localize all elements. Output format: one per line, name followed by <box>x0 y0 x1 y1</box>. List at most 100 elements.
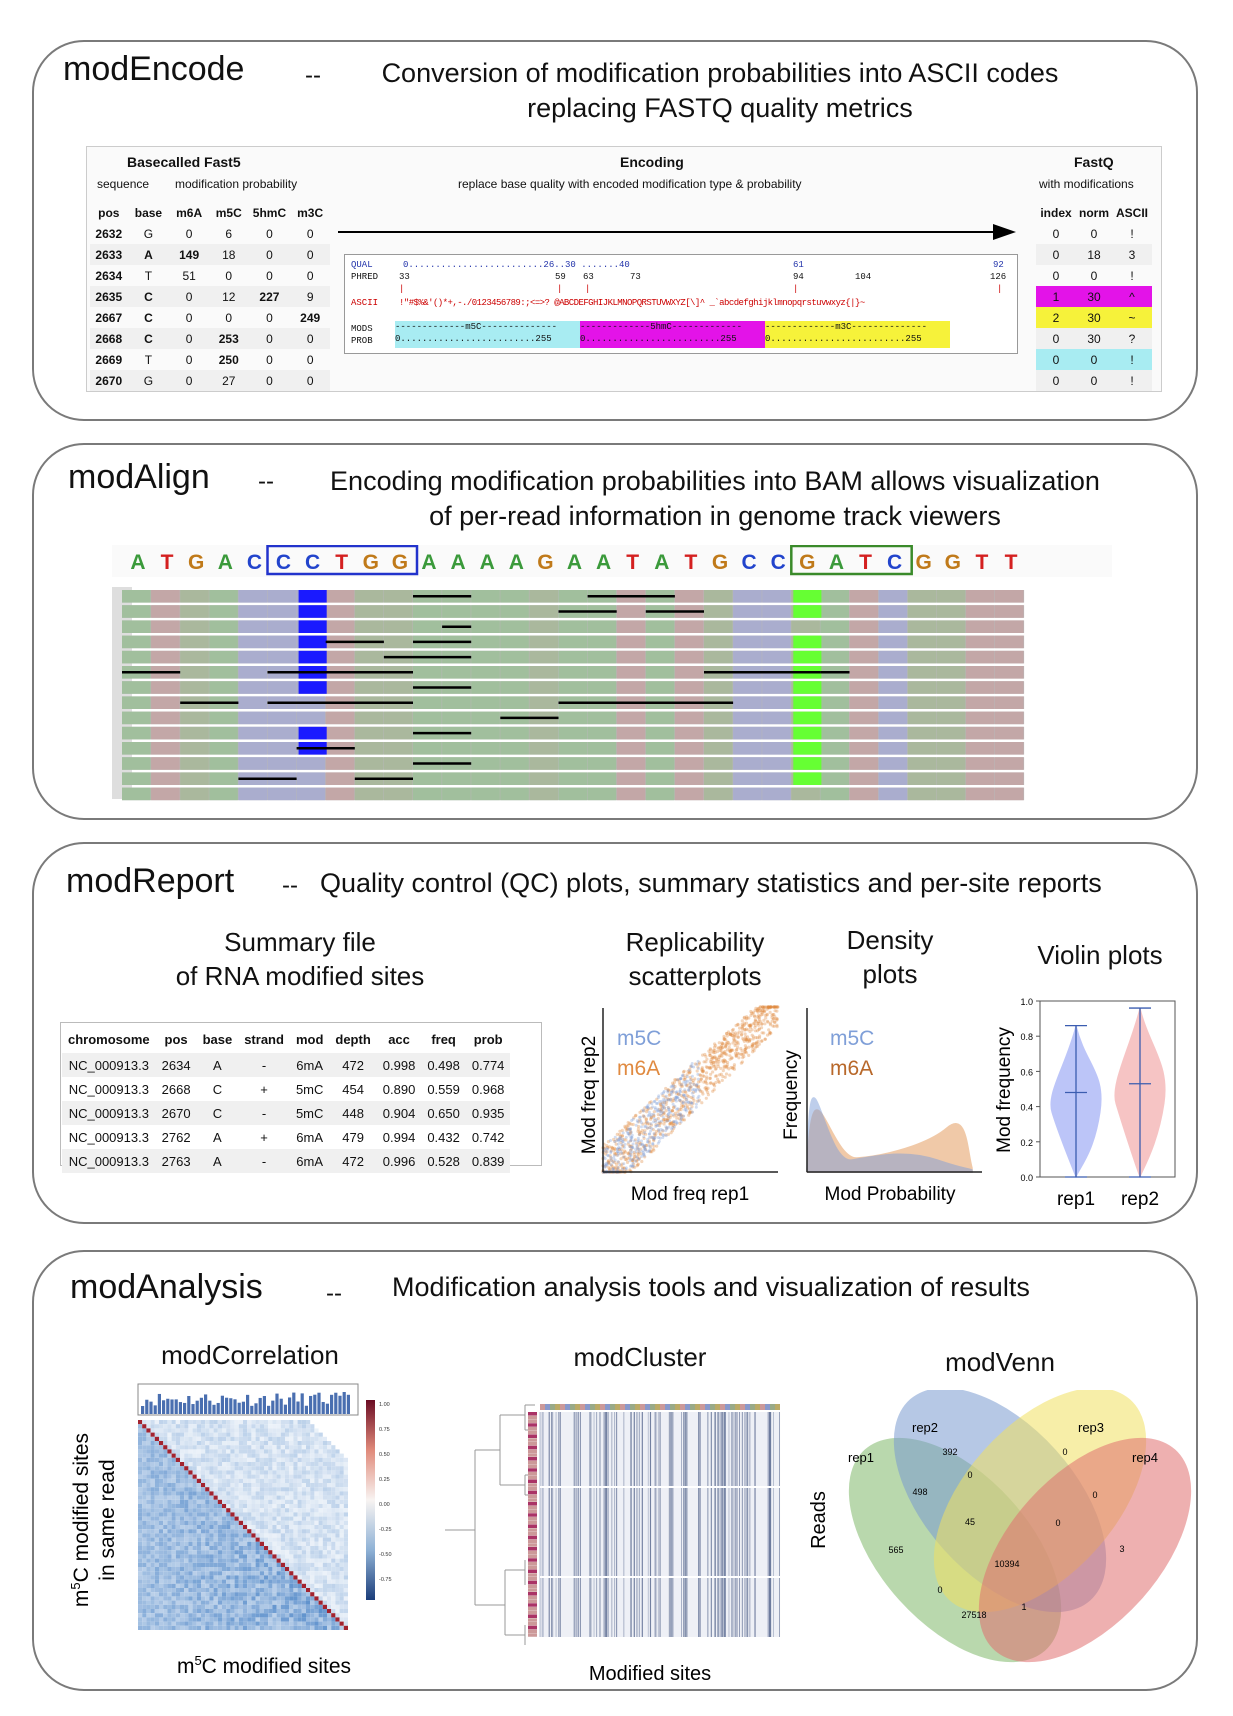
analysis-desc: Modification analysis tools and visualiz… <box>392 1272 1030 1302</box>
scatter-point-m6a <box>652 1148 656 1152</box>
corr-cell <box>180 1432 185 1437</box>
corr-cell <box>268 1583 273 1588</box>
cluster-column-annotation <box>625 1404 630 1410</box>
corr-cell <box>209 1571 214 1576</box>
scatter-point-m6a <box>610 1146 614 1150</box>
scatter-point-m5c <box>653 1099 657 1103</box>
read-base <box>180 772 209 785</box>
corr-cell <box>201 1441 206 1446</box>
scatter-point-m6a <box>742 1054 746 1059</box>
corr-cell <box>310 1575 315 1580</box>
corr-cell <box>331 1483 336 1488</box>
scatter-point-m6a <box>743 1047 747 1051</box>
corr-cell <box>171 1495 176 1500</box>
scatter-point-m6a <box>766 1020 770 1024</box>
fastq-cell: 0 <box>1052 268 1060 283</box>
corr-cell <box>188 1441 193 1446</box>
corr-cell <box>293 1508 298 1513</box>
scatter-point-m5c <box>690 1091 694 1095</box>
corr-cell <box>268 1562 273 1567</box>
corr-cell <box>150 1600 155 1605</box>
scatter-point-m6a <box>663 1117 667 1121</box>
corr-cell <box>285 1495 290 1500</box>
read-base <box>820 772 849 785</box>
read-base <box>878 742 908 755</box>
scatter-point-m6a <box>759 1013 763 1017</box>
read-base <box>529 605 558 618</box>
corr-cell <box>343 1533 348 1538</box>
corr-cell <box>150 1567 155 1572</box>
phred-104: 104 <box>855 272 872 282</box>
read-base <box>180 757 209 770</box>
corr-cell <box>238 1558 243 1563</box>
corr-cell <box>163 1441 168 1446</box>
corr-cell <box>318 1562 323 1567</box>
corr-cell <box>201 1579 206 1584</box>
cluster-column-annotation <box>760 1404 765 1410</box>
read-base <box>645 757 675 770</box>
corr-cell <box>138 1491 143 1496</box>
corr-cell <box>238 1609 243 1614</box>
corr-cell <box>222 1474 227 1479</box>
corr-cell <box>154 1609 159 1614</box>
read-base <box>965 681 995 694</box>
scatter-point-m6a <box>683 1089 687 1094</box>
scatter-point-m5c <box>640 1121 643 1125</box>
corr-cell <box>167 1491 172 1496</box>
scatter-point-m5c <box>629 1139 633 1143</box>
cluster-column-annotation <box>740 1404 745 1410</box>
base-letter: G <box>712 551 728 574</box>
corr-cell <box>276 1499 281 1504</box>
corr-cell <box>264 1495 269 1500</box>
scatter-point-m6a <box>697 1061 701 1065</box>
corr-cell <box>331 1537 336 1542</box>
read-base <box>965 726 995 740</box>
corr-cell <box>251 1609 256 1614</box>
summary-cell: 2668 <box>161 1081 191 1097</box>
corr-cell <box>192 1487 197 1492</box>
corr-cell <box>306 1495 311 1500</box>
corr-cell <box>142 1512 147 1517</box>
corr-cell <box>247 1478 252 1483</box>
corr-cell <box>301 1436 306 1441</box>
scatter-point-m6a <box>685 1106 689 1110</box>
corr-cell <box>310 1525 315 1530</box>
scatter-point-m6a <box>775 1005 779 1009</box>
corr-cell <box>201 1621 206 1626</box>
corr-cell <box>171 1441 176 1446</box>
scatter-point-m6a <box>772 1005 777 1009</box>
corr-cell <box>192 1424 197 1429</box>
corr-cell <box>297 1478 302 1483</box>
corr-cell <box>306 1487 311 1492</box>
read-base <box>616 787 646 801</box>
corr-cell <box>285 1516 290 1521</box>
scatter-point-m6a <box>713 1084 717 1088</box>
read-base <box>733 711 762 725</box>
corr-cell <box>259 1474 264 1479</box>
scatter-point-m6a <box>684 1091 688 1095</box>
corr-cell <box>289 1495 294 1500</box>
corr-cell <box>318 1588 323 1593</box>
corr-cell <box>142 1474 147 1479</box>
scatter-point-m6a <box>725 1040 729 1044</box>
corr-cell <box>293 1499 298 1504</box>
scatter-point-m5c <box>613 1158 617 1162</box>
scatter-point-m6a <box>672 1126 676 1130</box>
corr-cell <box>238 1575 243 1580</box>
corr-cell <box>314 1617 319 1622</box>
corr-cell <box>318 1466 323 1471</box>
scatter-point-m5c <box>630 1135 634 1139</box>
corr-cell <box>322 1550 327 1555</box>
scatter-point-m6a <box>621 1145 625 1149</box>
corr-cell <box>175 1453 180 1458</box>
fast5-cell: C <box>144 310 153 325</box>
scatter-point-m5c <box>643 1125 647 1129</box>
corr-cell <box>306 1541 311 1546</box>
corr-cell <box>217 1420 222 1425</box>
corr-cell <box>243 1495 248 1500</box>
corr-cell <box>159 1491 164 1496</box>
corr-cell <box>217 1495 222 1500</box>
scatter-point-m6a <box>759 1005 763 1009</box>
corr-cell <box>335 1579 340 1584</box>
read-base <box>500 666 529 679</box>
